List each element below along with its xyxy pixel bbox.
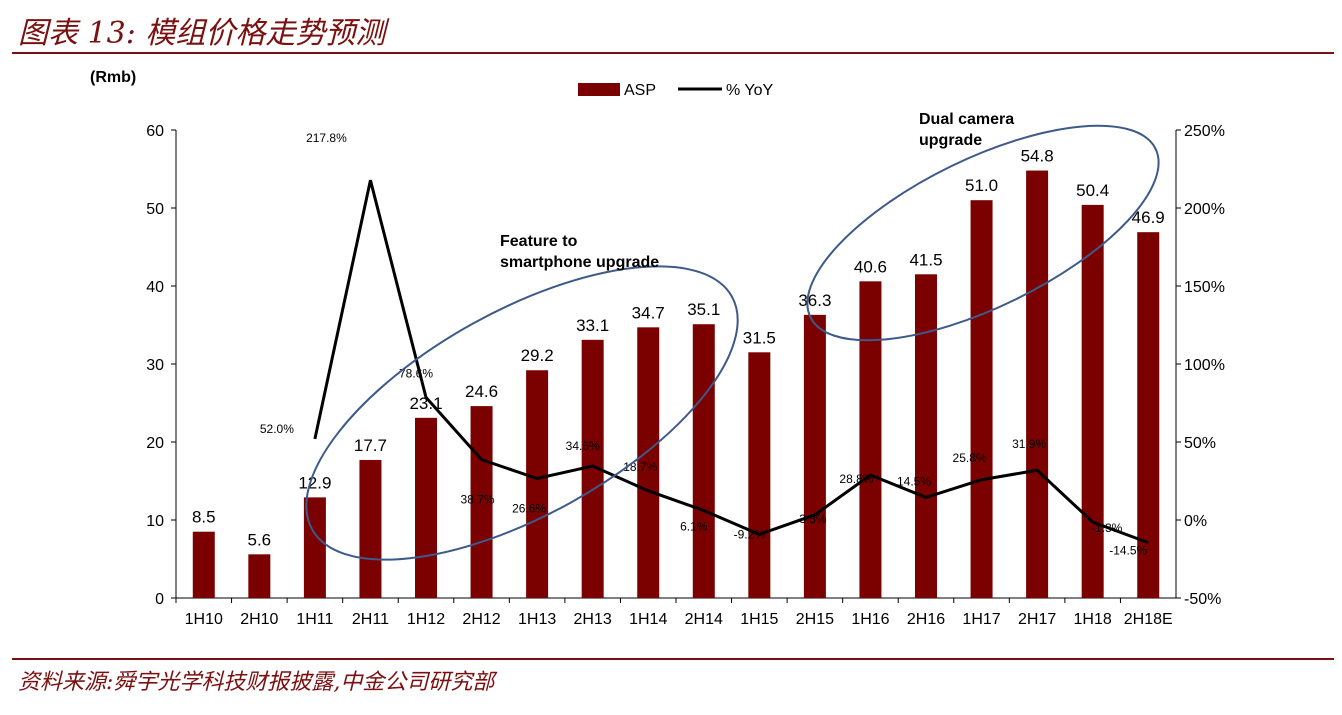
bar-value-label: 41.5 (909, 250, 942, 269)
x-tick-label: 2H14 (685, 611, 723, 628)
bar-2H11 (359, 459, 382, 598)
bar-1H18 (1081, 204, 1104, 598)
x-tick-label: 1H11 (296, 611, 333, 628)
x-tick-label: 2H11 (352, 611, 389, 628)
annotation-dual-line1: Dual camera (919, 111, 1014, 128)
annotation-dual-line2: upgrade (919, 132, 982, 149)
source-note: 资料来源:舜宇光学科技财报披露,中金公司研究部 (18, 670, 495, 695)
x-tick-label: 1H14 (629, 611, 667, 628)
left-axis-unit: (Rmb) (90, 69, 136, 86)
bar-value-label: 5.6 (248, 530, 272, 549)
bar-value-label: 17.7 (354, 436, 387, 455)
legend-label-asp: ASP (624, 82, 656, 99)
yoy-value-label: -14.5% (1109, 544, 1147, 558)
bar-value-label: 29.2 (521, 346, 554, 365)
bar-1H10 (192, 531, 215, 598)
yoy-value-label: 6.1% (680, 519, 708, 533)
x-tick-label: 1H16 (851, 611, 889, 628)
bar-value-label: 50.4 (1076, 181, 1109, 200)
bar-1H13 (526, 370, 549, 598)
yoy-value-label: 3.3% (799, 512, 827, 526)
x-tick-label: 2H16 (907, 611, 945, 628)
bar-2H10 (248, 554, 271, 598)
bar-value-label: 35.1 (687, 300, 720, 319)
yoy-value-label: -1.3% (1091, 521, 1123, 535)
left-tick-label: 60 (146, 123, 164, 140)
bar-value-label: 34.7 (632, 303, 665, 322)
bar-value-label: 54.8 (1021, 147, 1054, 166)
bar-value-label: 24.6 (465, 382, 498, 401)
yoy-value-label: 14.5% (897, 474, 931, 488)
bar-1H12 (415, 417, 437, 598)
left-tick-label: 30 (146, 357, 164, 374)
bar-2H18E (1137, 232, 1160, 598)
yoy-value-label: -9.2% (734, 527, 766, 541)
yoy-value-label: 28.8% (839, 472, 873, 486)
right-tick-label: -50% (1184, 591, 1221, 608)
x-tick-label: 1H18 (1074, 611, 1112, 628)
x-tick-label: 2H18E (1124, 611, 1173, 628)
bar-value-label: 12.9 (298, 473, 331, 492)
yoy-value-label: 31.9% (1012, 437, 1046, 451)
yoy-value-label: 34.6% (566, 439, 600, 453)
yoy-value-label: 217.8% (306, 131, 347, 145)
left-tick-label: 10 (146, 513, 164, 530)
right-tick-label: 100% (1184, 357, 1225, 374)
right-tick-label: 50% (1184, 435, 1216, 452)
dual-camera-ellipse (806, 124, 1160, 342)
legend-label-yoy: % YoY (726, 82, 773, 99)
chart-title: 图表 13: 模组价格走势预测 (18, 16, 386, 51)
bar-value-label: 46.9 (1132, 208, 1165, 227)
right-tick-label: 150% (1184, 279, 1225, 296)
bar-value-label: 51.0 (965, 176, 998, 195)
right-tick-label: 0% (1184, 513, 1207, 530)
yoy-value-label: 38.7% (461, 493, 495, 507)
bar-1H14 (637, 327, 660, 598)
feature-upgrade-ellipse (305, 265, 739, 561)
x-tick-label: 2H13 (574, 611, 612, 628)
bar-2H14 (692, 324, 715, 598)
right-tick-label: 200% (1184, 201, 1225, 218)
yoy-value-label: 25.8% (953, 451, 987, 465)
bar-value-label: 33.1 (576, 316, 609, 335)
bar-value-label: 40.6 (854, 257, 887, 276)
bar-value-label: 8.5 (192, 508, 216, 527)
yoy-value-label: 78.6% (399, 366, 433, 380)
yoy-value-label: 52.0% (260, 422, 294, 436)
left-tick-label: 0 (155, 591, 164, 608)
bar-2H13 (581, 339, 604, 598)
x-tick-label: 2H12 (462, 611, 500, 628)
bar-1H17 (970, 200, 993, 598)
x-tick-label: 2H15 (796, 611, 834, 628)
yoy-line-path (313, 179, 1149, 545)
x-tick-label: 1H15 (740, 611, 778, 628)
left-tick-label: 50 (146, 201, 164, 218)
legend-swatch-asp (578, 83, 620, 96)
header-divider (12, 52, 1334, 54)
left-tick-label: 40 (146, 279, 164, 296)
left-tick-label: 20 (146, 435, 164, 452)
x-tick-label: 1H12 (407, 611, 445, 628)
x-tick-label: 2H10 (240, 611, 278, 628)
bar-1H15 (748, 352, 771, 598)
annotation-feature-line1: Feature to (500, 233, 578, 250)
bar-2H17 (1026, 170, 1049, 598)
footer-divider (12, 658, 1334, 660)
x-tick-label: 1H10 (185, 611, 223, 628)
yoy-value-label: 26.6% (512, 502, 546, 516)
annotation-feature-line2: smartphone upgrade (500, 254, 659, 271)
right-tick-label: 250% (1184, 123, 1225, 140)
bar-2H15 (803, 314, 826, 598)
bar-value-label: 31.5 (743, 328, 776, 347)
x-tick-label: 1H13 (518, 611, 556, 628)
x-tick-label: 2H17 (1018, 611, 1056, 628)
bar-value-label: 36.3 (798, 291, 831, 310)
x-tick-label: 1H17 (962, 611, 1000, 628)
bar-1H16 (859, 281, 882, 598)
bar-2H16 (915, 274, 937, 598)
